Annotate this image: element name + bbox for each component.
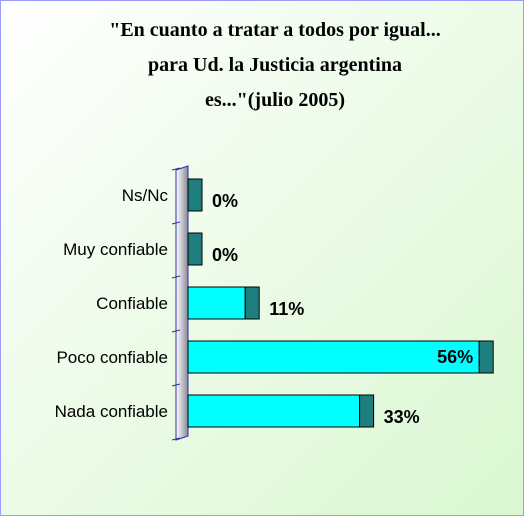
- chart-title: es..."(julio 2005): [205, 89, 345, 111]
- category-tick: [171, 329, 181, 333]
- category-label: Nada confiable: [55, 402, 168, 421]
- bar-side: [478, 340, 494, 374]
- category-label: Muy confiable: [63, 240, 168, 259]
- value-label: 33%: [384, 407, 420, 427]
- value-label: 56%: [437, 347, 473, 367]
- bar-side: [244, 286, 260, 320]
- category-tick: [171, 275, 181, 279]
- bar-side: [187, 232, 203, 266]
- category-tick: [171, 383, 181, 387]
- bar-side: [359, 394, 375, 428]
- value-label: 11%: [269, 299, 304, 319]
- axis-wall: [175, 165, 189, 441]
- category-label: Ns/Nc: [122, 186, 169, 205]
- chart-title: para Ud. la Justicia argentina: [148, 54, 402, 76]
- value-label: 0%: [212, 191, 238, 211]
- category-tick: [171, 437, 181, 441]
- category-tick: [171, 167, 181, 171]
- value-label: 0%: [212, 245, 238, 265]
- bar: [187, 394, 361, 428]
- category-label: Confiable: [96, 294, 168, 313]
- chart-title: "En cuanto a tratar a todos por igual...: [109, 19, 441, 41]
- bar: [187, 340, 480, 374]
- category-tick: [171, 221, 181, 225]
- bar: [187, 286, 246, 320]
- bar-side: [187, 178, 203, 212]
- category-label: Poco confiable: [56, 348, 168, 367]
